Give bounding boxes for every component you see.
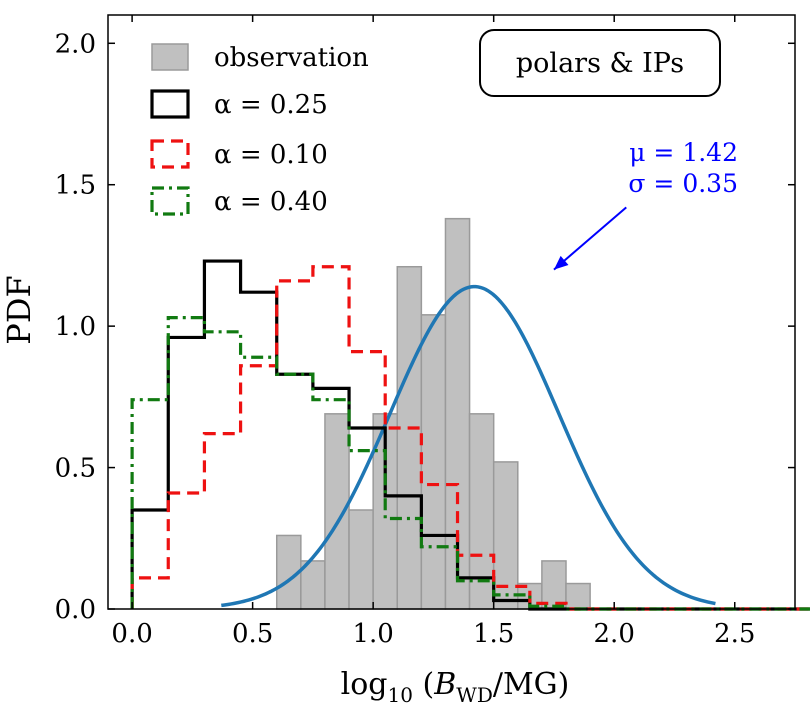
observation-bar-12	[565, 582, 591, 610]
y-tick-label-1: 0.5	[55, 454, 96, 484]
gaussian-fit-layer	[221, 284, 716, 608]
x-tick-label-1: 0.5	[232, 619, 273, 649]
fit-mu-label: μ = 1.42	[629, 138, 738, 167]
annotation-box-label: polars & IPs	[516, 48, 684, 79]
legend-label-1: α = 0.10	[214, 140, 328, 170]
y-tick-label-2: 1.0	[55, 312, 96, 342]
x-tick-label-4: 2.0	[594, 619, 635, 649]
annotations-layer: polars & IPs μ = 1.42σ = 0.35	[479, 29, 738, 271]
x-tick-label-0: 0.0	[111, 619, 152, 649]
x-tick-label-3: 1.5	[473, 619, 514, 649]
observation-bars-layer	[275, 217, 591, 610]
gaussian-fit-curve	[221, 284, 716, 608]
plot-frame	[107, 14, 796, 610]
legend-label-observation: observation	[214, 43, 369, 73]
legend: observation α = 0.25 α = 0.10 α = 0.40	[150, 43, 369, 217]
observation-bar-3	[348, 509, 374, 610]
legend-swatch-observation	[151, 43, 189, 71]
fit-arrow-shaft	[553, 206, 627, 271]
y-tick-label-3: 1.5	[55, 171, 96, 201]
x-tick-label-5: 2.5	[714, 619, 755, 649]
y-axis-label: PDF	[0, 275, 38, 344]
y-tick-label-0: 0.0	[55, 595, 96, 625]
fit-sigma-label: σ = 0.35	[628, 169, 738, 198]
x-axis-label: log10 (BWD/MG)	[341, 667, 570, 707]
observation-bar-6	[420, 314, 447, 610]
legend-swatch-0	[150, 89, 190, 119]
x-tick-label-2: 1.0	[352, 619, 393, 649]
y-tick-label-4: 2.0	[55, 29, 96, 59]
legend-swatch-2	[150, 186, 190, 216]
fit-arrow-head	[553, 255, 569, 270]
axis-ticks-layer: 0.0 0.5 1.0 1.5 2.0 2.5 0.0 0.5 1.0 1.5 2.0	[55, 15, 795, 649]
legend-label-0: α = 0.25	[214, 90, 328, 120]
observation-bar-5	[396, 265, 423, 610]
annotation-box	[479, 29, 721, 97]
legend-label-2: α = 0.40	[214, 187, 328, 217]
legend-swatch-1	[150, 139, 190, 169]
